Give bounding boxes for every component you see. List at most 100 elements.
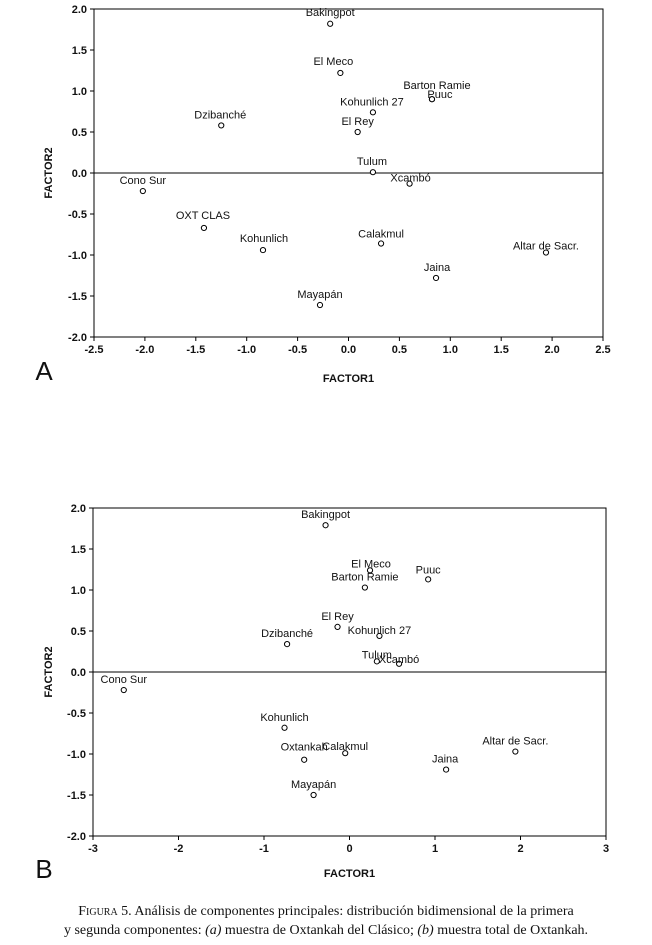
x-tick-label: -2.0 [135, 344, 154, 356]
data-point-label: Puuc [416, 564, 442, 576]
data-point-label: El Rey [321, 611, 354, 623]
data-point [512, 748, 519, 755]
data-point [428, 96, 436, 103]
y-tick-label: -1.0 [67, 749, 86, 761]
x-tick-label: 1.0 [443, 344, 458, 356]
data-point [301, 756, 308, 763]
data-point-label: Altar de Sacr. [482, 736, 548, 748]
data-point-label: El Meco [351, 558, 391, 570]
y-tick-label: -1.5 [67, 790, 86, 802]
caption-part-a-label: (a) [205, 923, 222, 938]
data-point-label: Barton Ramie [331, 572, 398, 584]
x-tick-label: 3 [603, 843, 609, 855]
data-point-label: Xcambó [379, 654, 419, 666]
data-point-label: Cono Sur [120, 175, 167, 187]
data-point [425, 576, 432, 583]
data-point [322, 522, 329, 529]
data-point [373, 658, 380, 665]
data-point-label: Bakingpot [301, 509, 350, 521]
data-point [361, 584, 368, 591]
x-tick-label: 0 [346, 843, 352, 855]
y-tick-label: -1.5 [68, 291, 87, 303]
scatter-plot-a: -2.5 -2.0 -1.5 -1.0 -0.5 0.0 0.5 1.0 1.5 2.0 2.52.… [35, 4, 610, 386]
panel-label: B [35, 854, 52, 884]
y-tick-label: -0.5 [67, 708, 86, 720]
caption-part-b-label: (b) [417, 923, 434, 938]
data-point [366, 567, 374, 574]
y-tick-label: -2.0 [68, 332, 87, 344]
data-point-label: Kohunlich 27 [340, 96, 404, 108]
data-point [281, 724, 288, 731]
data-point [443, 766, 450, 773]
caption-part-b-text: muestra total de Oxtankah. [433, 923, 589, 938]
x-tick-label: 1 [432, 843, 438, 855]
x-tick-label: -1 [259, 843, 269, 855]
x-tick-label: 0.0 [341, 344, 356, 356]
data-point [337, 69, 344, 77]
x-tick-label: 2.0 [544, 344, 559, 356]
data-point-label: Calakmul [358, 229, 404, 241]
data-point-label: Bakingpot [306, 7, 355, 19]
data-point [406, 180, 413, 187]
data-point-label: Mayapán [291, 779, 336, 791]
y-tick-label: 0.5 [71, 626, 86, 638]
scatter-plot-b: -3 -2 -1 0 1 2 3 2.0 1.5 1.0 0.5 0.0 -0.5 -1.0 -1.5 -2.… [35, 503, 609, 884]
x-axis-label: FACTOR1 [324, 868, 375, 880]
data-point [542, 249, 550, 256]
data-point-label: Tulum [357, 156, 387, 168]
data-point [395, 660, 403, 667]
data-point-label: Altar de Sacr. [513, 241, 579, 253]
x-tick-label: -1.5 [186, 344, 205, 356]
y-tick-label: 1.0 [72, 86, 87, 98]
data-point-label: Jaina [432, 754, 459, 766]
data-point [283, 641, 291, 648]
data-point-label: Tulum [362, 649, 392, 661]
data-point-label: Calakmul [322, 741, 368, 753]
caption-line1: Análisis de componentes principales: dis… [134, 904, 574, 919]
x-axis-label: FACTOR1 [323, 373, 374, 385]
x-tick-label: -1.0 [237, 344, 256, 356]
x-tick-label: -3 [88, 843, 98, 855]
y-tick-label: 0.5 [72, 127, 87, 139]
data-point [376, 632, 383, 640]
data-point [369, 109, 377, 116]
y-tick-label: 1.5 [72, 45, 87, 57]
data-point-label: Kohunlich [260, 712, 308, 724]
data-point [218, 122, 225, 129]
data-point [120, 686, 127, 694]
data-point-label: Puuc [427, 89, 453, 101]
data-point-label: Cono Sur [101, 674, 148, 686]
x-tick-label: 2.5 [595, 344, 610, 356]
x-tick-label: -2 [174, 843, 184, 855]
data-point [377, 240, 385, 247]
data-point [354, 128, 361, 136]
y-tick-label: 1.0 [71, 585, 86, 597]
y-tick-label: 0.0 [71, 667, 86, 679]
data-point [342, 750, 349, 757]
data-point-label: El Meco [313, 56, 353, 68]
data-point-label: Mayapán [297, 289, 342, 301]
data-point [316, 301, 324, 309]
data-point-label: Kohunlich [240, 233, 288, 245]
y-tick-label: -2.0 [67, 831, 86, 843]
y-tick-label: 2.0 [71, 503, 86, 515]
x-tick-label: 0.5 [392, 344, 407, 356]
x-tick-label: 2 [517, 843, 523, 855]
data-point-label: Kohunlich 27 [348, 625, 412, 637]
caption-part-a-text: muestra de Oxtankah del Clásico; [221, 923, 418, 938]
data-point [369, 169, 377, 176]
panel-label: A [35, 356, 53, 386]
caption-line2-start: y segunda componentes: [63, 923, 206, 938]
figure-caption: Figura 5. Análisis de componentes princi… [0, 902, 652, 940]
data-point-label: Barton Ramie [403, 80, 470, 92]
data-point [259, 246, 267, 254]
data-point-label: Oxtankah [281, 742, 328, 754]
caption-figure-label: Figura 5. [78, 904, 132, 919]
data-point [310, 791, 317, 799]
data-point-label: OXT CLAS [176, 210, 230, 222]
x-tick-label: -0.5 [288, 344, 307, 356]
data-point [432, 274, 440, 282]
y-tick-label: -0.5 [68, 209, 87, 221]
y-axis-label: FACTOR2 [43, 147, 55, 198]
data-point-label: Dzibanché [261, 628, 313, 640]
